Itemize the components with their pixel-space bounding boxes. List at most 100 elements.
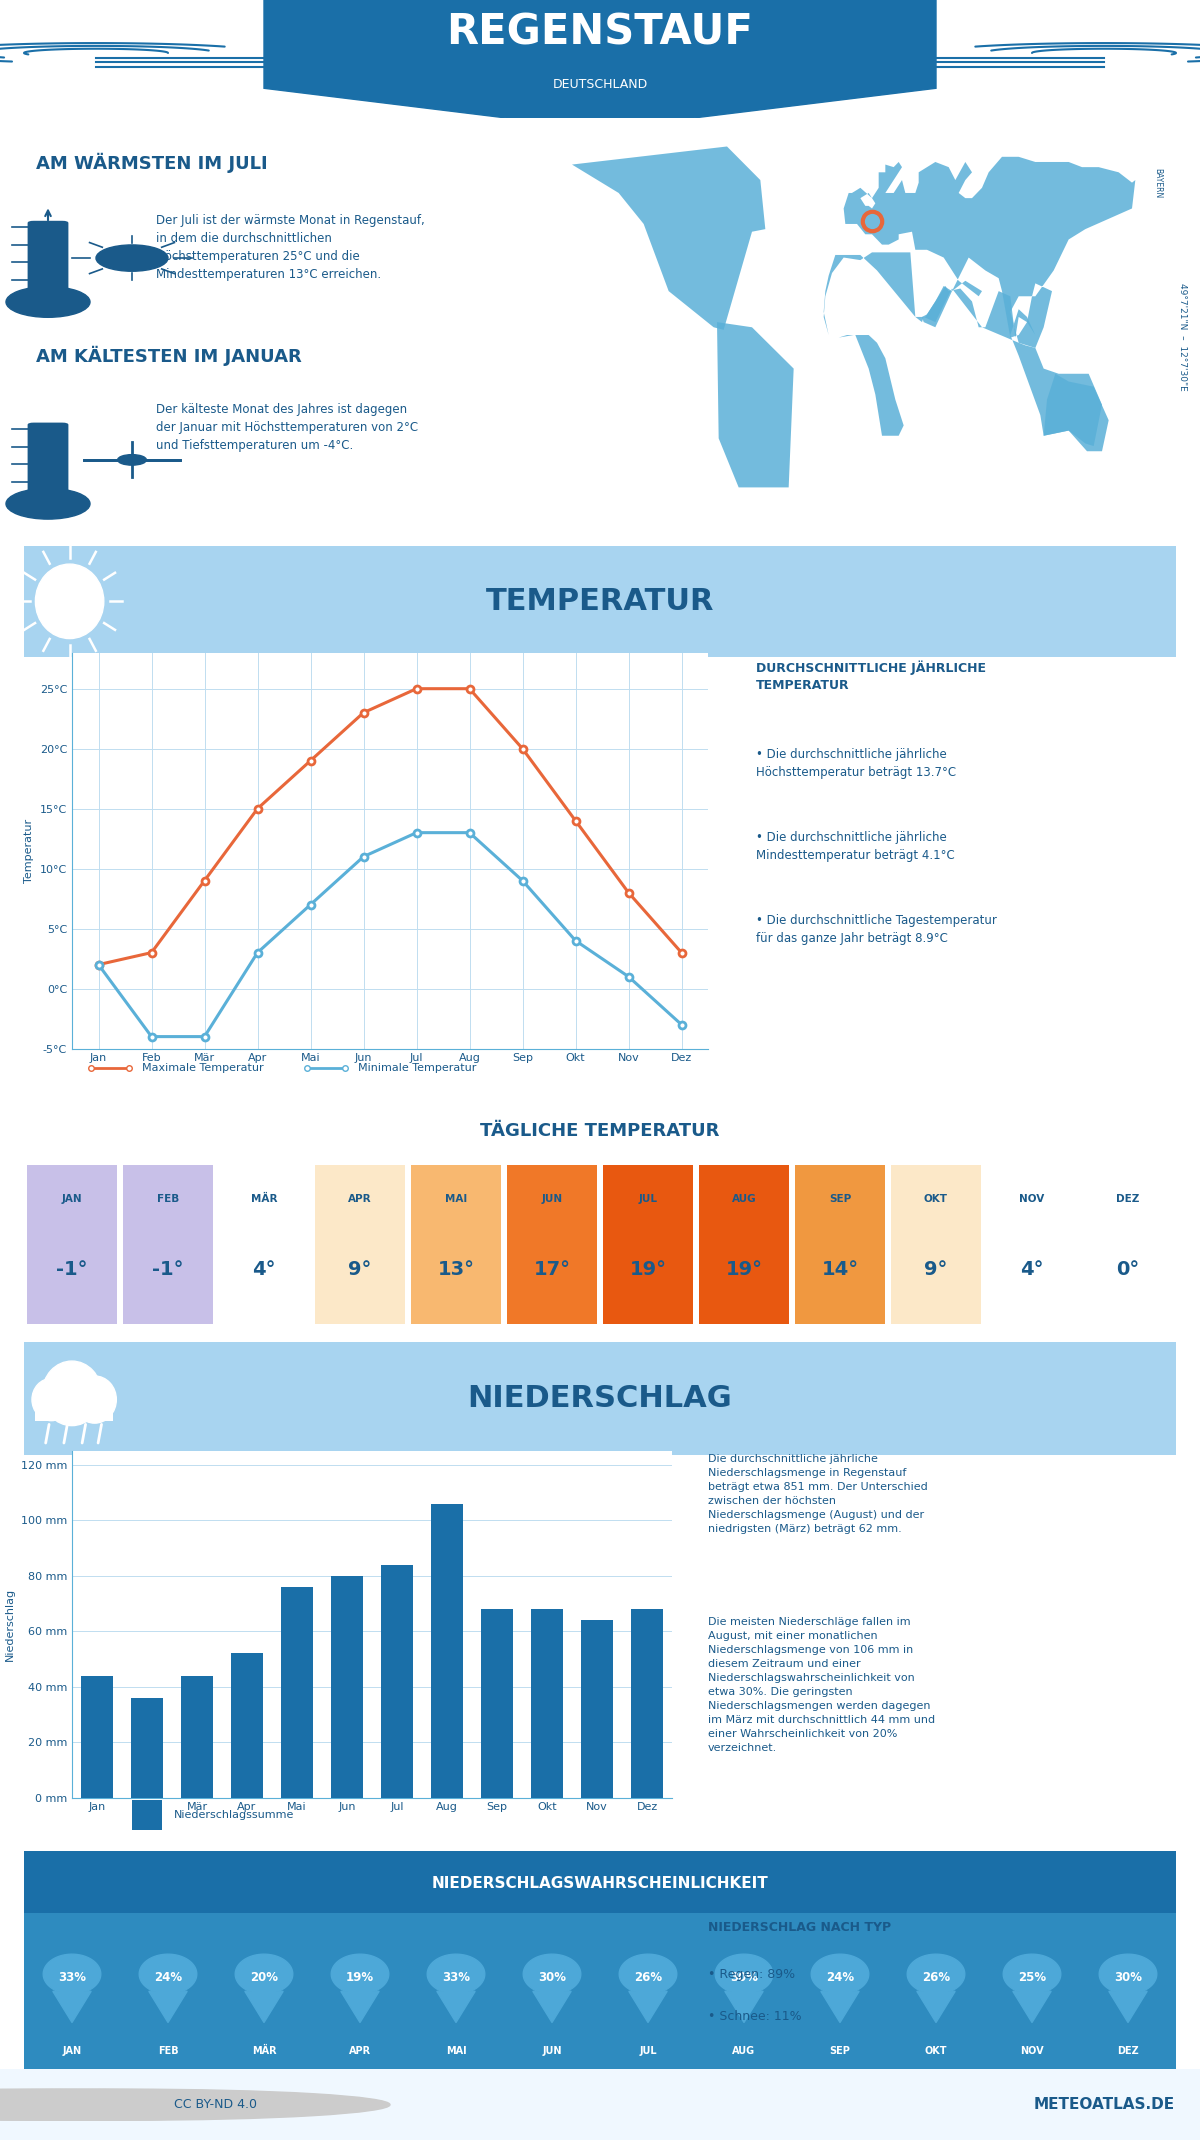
Text: 20%: 20% — [250, 1971, 278, 1984]
Text: Die meisten Niederschläge fallen im
August, mit einer monatlichen
Niederschlagsm: Die meisten Niederschläge fallen im Augu… — [708, 1618, 935, 1753]
Text: DURCHSCHNITTLICHE JÄHRLICHE
TEMPERATUR: DURCHSCHNITTLICHE JÄHRLICHE TEMPERATUR — [756, 661, 986, 691]
Text: 30%: 30% — [730, 1971, 758, 1984]
Text: NOV: NOV — [1019, 1194, 1045, 1205]
Polygon shape — [629, 1990, 667, 2022]
Bar — [181, 1676, 214, 1798]
Circle shape — [32, 1378, 71, 1421]
Text: 13°: 13° — [438, 1260, 474, 1278]
Text: Maximale Temperatur: Maximale Temperatur — [142, 1064, 264, 1072]
FancyBboxPatch shape — [7, 544, 1193, 659]
Polygon shape — [619, 1954, 677, 1994]
Polygon shape — [907, 1954, 965, 1994]
Text: 24%: 24% — [154, 1971, 182, 1984]
Text: • Schnee: 11%: • Schnee: 11% — [708, 2009, 802, 2022]
FancyBboxPatch shape — [24, 1913, 1176, 2069]
Text: • Die durchschnittliche jährliche
Mindesttemperatur beträgt 4.1°C: • Die durchschnittliche jährliche Mindes… — [756, 830, 955, 862]
Polygon shape — [437, 1990, 475, 2022]
Text: NOV: NOV — [1020, 2046, 1044, 2057]
Polygon shape — [1099, 1954, 1157, 1994]
Circle shape — [0, 2089, 342, 2121]
Text: REGENSTAUF: REGENSTAUF — [446, 13, 754, 54]
Polygon shape — [523, 1954, 581, 1994]
Text: OKT: OKT — [924, 1194, 948, 1205]
Text: 19°: 19° — [726, 1260, 762, 1278]
Text: NIEDERSCHLAG: NIEDERSCHLAG — [468, 1385, 732, 1412]
Polygon shape — [245, 1990, 283, 2022]
Text: AUG: AUG — [732, 1194, 756, 1205]
Text: MÄR: MÄR — [252, 2046, 276, 2057]
Text: BAYERN: BAYERN — [1153, 169, 1163, 199]
FancyBboxPatch shape — [26, 1166, 118, 1323]
Circle shape — [42, 1361, 102, 1425]
Text: DEZ: DEZ — [1117, 2046, 1139, 2057]
Polygon shape — [917, 1990, 955, 2022]
Y-axis label: Niederschlag: Niederschlag — [5, 1588, 16, 1661]
Polygon shape — [149, 1990, 187, 2022]
Text: DEZ: DEZ — [1116, 1194, 1140, 1205]
Bar — [230, 1654, 263, 1798]
Text: 0°: 0° — [1116, 1260, 1140, 1278]
Text: APR: APR — [348, 1194, 372, 1205]
Text: JUL: JUL — [640, 2046, 656, 2057]
Polygon shape — [139, 1954, 197, 1994]
Polygon shape — [235, 1954, 293, 1994]
FancyBboxPatch shape — [986, 1166, 1078, 1323]
Polygon shape — [823, 253, 1102, 445]
Text: 33%: 33% — [442, 1971, 470, 1984]
Text: Niederschlagssumme: Niederschlagssumme — [174, 1810, 294, 1819]
FancyBboxPatch shape — [314, 1166, 406, 1323]
Polygon shape — [718, 323, 793, 488]
Polygon shape — [1044, 374, 1109, 452]
FancyBboxPatch shape — [0, 2069, 1200, 2140]
Polygon shape — [725, 1990, 763, 2022]
Text: TEMPERATUR: TEMPERATUR — [486, 586, 714, 616]
Polygon shape — [53, 1990, 91, 2022]
Text: 49°7'21"N  –  12°7'30"E: 49°7'21"N – 12°7'30"E — [1177, 282, 1187, 392]
Text: 26%: 26% — [922, 1971, 950, 1984]
Text: Minimale Temperatur: Minimale Temperatur — [359, 1064, 476, 1072]
Text: 17°: 17° — [534, 1260, 570, 1278]
Circle shape — [6, 287, 90, 317]
Bar — [281, 1588, 313, 1798]
Text: JUN: JUN — [542, 2046, 562, 2057]
Polygon shape — [264, 0, 936, 128]
Polygon shape — [427, 1954, 485, 1994]
Text: APR: APR — [349, 2046, 371, 2057]
Text: 30%: 30% — [1114, 1971, 1142, 1984]
Text: 4°: 4° — [252, 1260, 276, 1278]
Polygon shape — [331, 1954, 389, 1994]
Text: OKT: OKT — [925, 2046, 947, 2057]
Text: • Regen: 89%: • Regen: 89% — [708, 1969, 796, 1982]
Bar — [530, 1609, 563, 1798]
Bar — [80, 1676, 113, 1798]
Circle shape — [0, 2089, 390, 2121]
Circle shape — [36, 565, 103, 638]
FancyBboxPatch shape — [122, 1166, 214, 1323]
Text: SEP: SEP — [829, 1194, 851, 1205]
Circle shape — [118, 454, 146, 464]
Text: DEUTSCHLAND: DEUTSCHLAND — [552, 79, 648, 92]
Text: Der kälteste Monat des Jahres ist dagegen
der Januar mit Höchsttemperaturen von : Der kälteste Monat des Jahres ist dagege… — [156, 402, 418, 452]
Text: MAI: MAI — [445, 1194, 467, 1205]
FancyBboxPatch shape — [602, 1166, 694, 1323]
Text: 19%: 19% — [346, 1971, 374, 1984]
Text: Die durchschnittliche jährliche
Niederschlagsmenge in Regenstauf
beträgt etwa 85: Die durchschnittliche jährliche Niedersc… — [708, 1455, 928, 1534]
FancyBboxPatch shape — [506, 1166, 598, 1323]
FancyBboxPatch shape — [36, 1391, 113, 1421]
Text: MÄR: MÄR — [251, 1194, 277, 1205]
Polygon shape — [572, 146, 766, 330]
Text: NIEDERSCHLAGSWAHRSCHEINLICHKEIT: NIEDERSCHLAGSWAHRSCHEINLICHKEIT — [432, 1875, 768, 1892]
Bar — [631, 1609, 664, 1798]
FancyBboxPatch shape — [28, 220, 68, 304]
Text: JAN: JAN — [61, 1194, 83, 1205]
Text: 14°: 14° — [822, 1260, 858, 1278]
Bar — [431, 1504, 463, 1798]
FancyBboxPatch shape — [218, 1166, 310, 1323]
Bar — [481, 1609, 514, 1798]
FancyBboxPatch shape — [28, 422, 68, 505]
FancyBboxPatch shape — [24, 1851, 1176, 1915]
Text: 30%: 30% — [538, 1971, 566, 1984]
Text: 9°: 9° — [924, 1260, 948, 1278]
Text: CC BY-ND 4.0: CC BY-ND 4.0 — [174, 2097, 257, 2112]
Text: METEOATLAS.DE: METEOATLAS.DE — [1033, 2097, 1175, 2112]
